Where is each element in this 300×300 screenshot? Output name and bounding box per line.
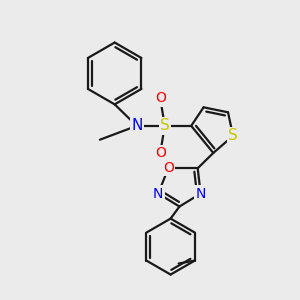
Text: S: S <box>228 128 238 143</box>
Text: N: N <box>131 118 142 134</box>
Text: O: O <box>155 146 166 160</box>
Text: O: O <box>163 161 174 175</box>
Text: N: N <box>153 187 164 201</box>
Text: O: O <box>155 92 166 106</box>
Text: S: S <box>160 118 169 134</box>
Text: N: N <box>196 187 206 201</box>
